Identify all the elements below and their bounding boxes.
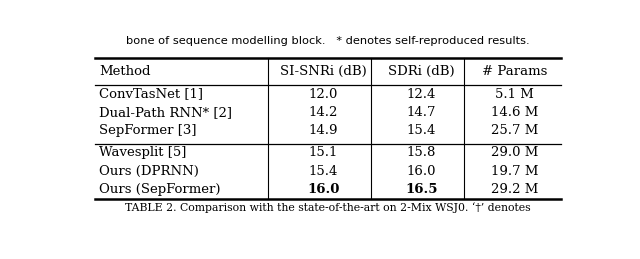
Text: 15.8: 15.8	[406, 146, 436, 159]
Text: ConvTasNet [1]: ConvTasNet [1]	[99, 88, 203, 100]
Text: 12.4: 12.4	[406, 88, 436, 100]
Text: Ours (SepFormer): Ours (SepFormer)	[99, 183, 220, 196]
Text: 25.7 M: 25.7 M	[491, 124, 538, 137]
Text: Dual-Path RNN* [2]: Dual-Path RNN* [2]	[99, 106, 232, 119]
Text: 19.7 M: 19.7 M	[491, 164, 538, 178]
Text: 29.2 M: 29.2 M	[491, 183, 538, 196]
Text: SepFormer [3]: SepFormer [3]	[99, 124, 196, 137]
Text: 14.6 M: 14.6 M	[491, 106, 538, 119]
Text: 14.2: 14.2	[308, 106, 338, 119]
Text: 14.9: 14.9	[308, 124, 338, 137]
Text: 16.5: 16.5	[405, 183, 438, 196]
Text: 5.1 M: 5.1 M	[495, 88, 534, 100]
Text: SI-SNRi (dB): SI-SNRi (dB)	[280, 65, 367, 78]
Text: 15.1: 15.1	[308, 146, 338, 159]
Text: 29.0 M: 29.0 M	[491, 146, 538, 159]
Text: Ours (DPRNN): Ours (DPRNN)	[99, 164, 199, 178]
Text: 15.4: 15.4	[406, 124, 436, 137]
Text: bone of sequence modelling block.   * denotes self-reproduced results.: bone of sequence modelling block. * deno…	[126, 36, 530, 46]
Text: Wavesplit [5]: Wavesplit [5]	[99, 146, 186, 159]
Text: TABLE 2. Comparison with the state-of-the-art on 2-Mix WSJ0. ‘†’ denotes: TABLE 2. Comparison with the state-of-th…	[125, 203, 531, 213]
Text: 15.4: 15.4	[308, 164, 338, 178]
Text: Method: Method	[99, 65, 150, 78]
Text: SDRi (dB): SDRi (dB)	[388, 65, 454, 78]
Text: 12.0: 12.0	[308, 88, 338, 100]
Text: 14.7: 14.7	[406, 106, 436, 119]
Text: 16.0: 16.0	[307, 183, 340, 196]
Text: # Params: # Params	[482, 65, 547, 78]
Text: 16.0: 16.0	[406, 164, 436, 178]
